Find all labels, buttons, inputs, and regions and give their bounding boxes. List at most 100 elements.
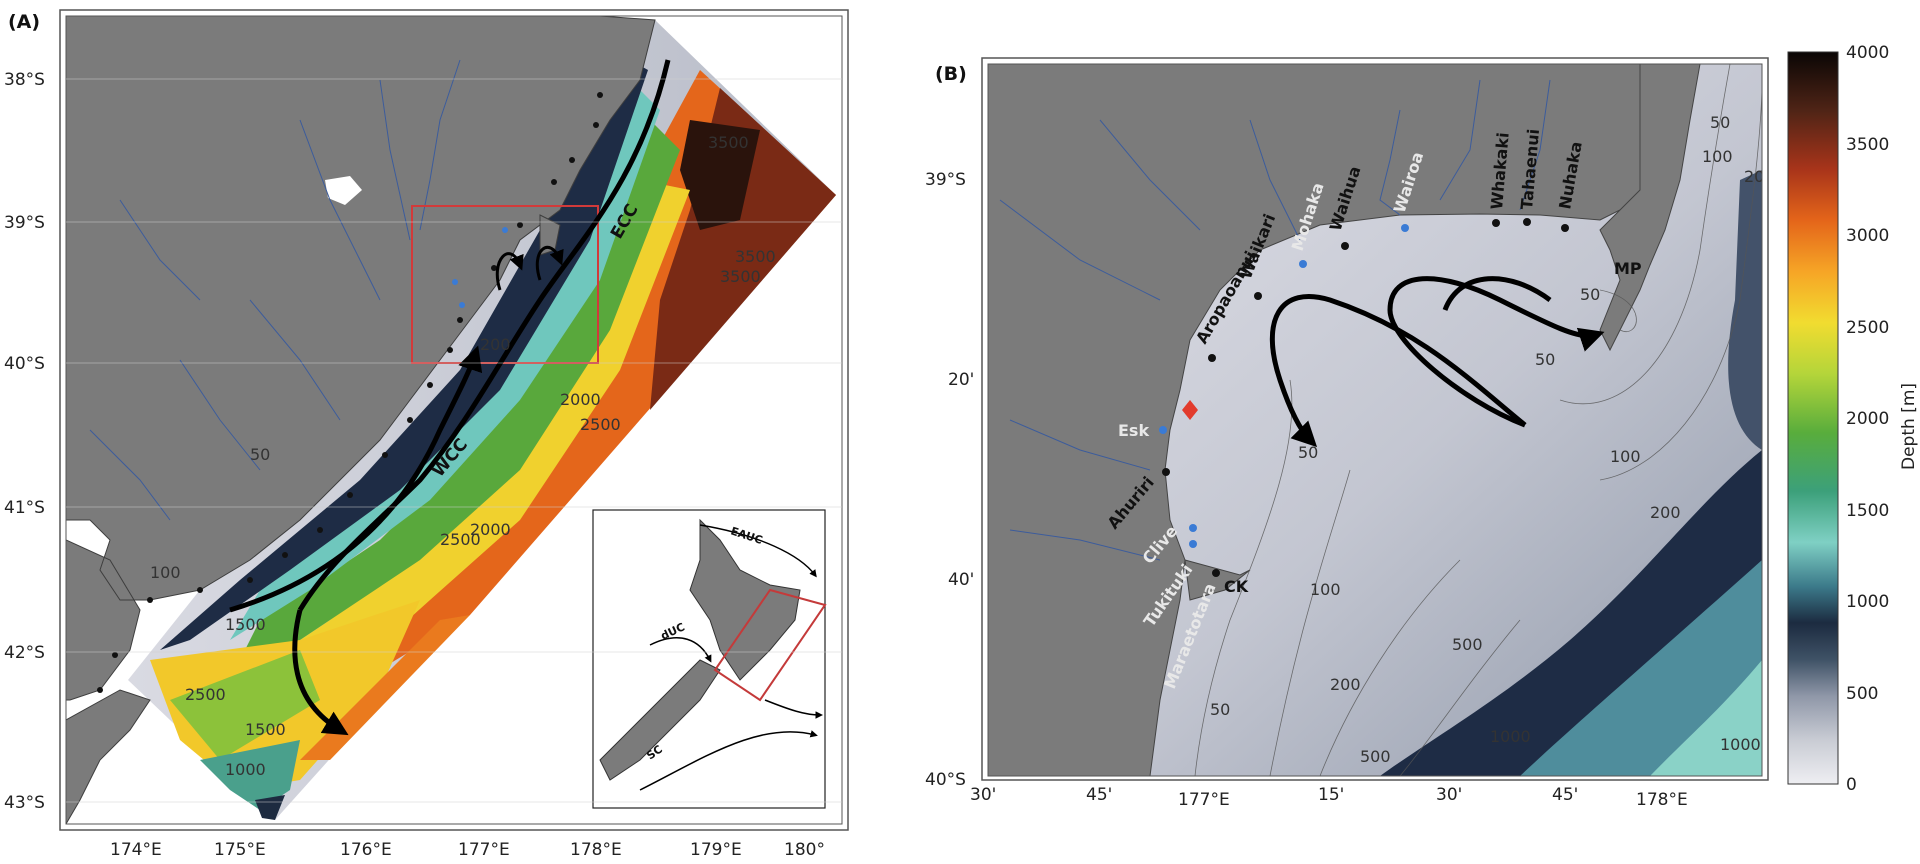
inset-study-domain — [713, 588, 827, 702]
panel-a: 3500 3500 3500 2000 2500 2500 2000 1500 … — [4, 9, 849, 860]
inset-sc-arrow — [639, 730, 818, 791]
panel-b-depth-dark-mid — [1728, 170, 1762, 450]
colorbar-tick-label: 0 — [1846, 775, 1857, 795]
panel-a-contour-label: 1500 — [225, 615, 266, 634]
lon-tick-label: 15' — [1318, 785, 1344, 805]
lon-tick-label: 178°E — [1636, 790, 1688, 810]
panel-a-contour-label: 50 — [250, 445, 270, 464]
panel-b-contour-label: 500 — [1360, 747, 1391, 766]
inset-land-south — [599, 659, 721, 781]
panel-a-contour-label: 1500 — [245, 720, 286, 739]
panel-a-contour-label: 2500 — [440, 530, 481, 549]
lat-tick-label: 42°S — [4, 643, 45, 663]
lon-tick-label: 174°E — [110, 840, 162, 860]
panel-a-wcc-arrow — [229, 345, 483, 613]
panel-a-contour-label: 3500 — [708, 133, 749, 152]
lon-tick-label: 30' — [1436, 785, 1462, 805]
lat-tick-label: 43°S — [4, 793, 45, 813]
panel-a-rivers — [89, 59, 461, 521]
lat-tick-label: 38°S — [4, 70, 45, 90]
panel-b-depth-teal — [1520, 560, 1762, 776]
colorbar-tick-label: 3000 — [1846, 226, 1889, 246]
panel-b-land-cape-kidnappers — [1184, 559, 1251, 601]
panel-a-gyre-arrow-1 — [495, 252, 524, 291]
lat-tick-label: 39°S — [925, 170, 966, 190]
lon-tick-label: 45' — [1552, 785, 1578, 805]
lat-tick-label: 40°S — [925, 770, 966, 790]
panel-a-lat-ticks: 38°S 39°S 40°S 41°S 42°S 43°S — [4, 70, 45, 813]
panel-b-depth-cyan — [1650, 660, 1762, 776]
panel-a-contour-label: 1000 — [225, 760, 266, 779]
panel-b-black-sites — [1162, 218, 1569, 577]
colorbar-tick-label: 2000 — [1846, 409, 1889, 429]
panel-a-contour-label: 3500 — [735, 247, 776, 266]
panel-b-contour-label: 100 — [1610, 447, 1641, 466]
place-ck: CK — [1224, 577, 1249, 596]
panel-a-depth-black — [680, 120, 760, 230]
panel-a-contour-label: 2500 — [580, 415, 621, 434]
panel-a-land-south-island — [66, 689, 151, 824]
panel-a-depth-cyan — [230, 90, 660, 640]
inset-east-arrow — [764, 699, 823, 719]
panel-b-contour-label: 1000 — [1490, 727, 1531, 746]
panel-a-contour-label: 200 — [480, 335, 511, 354]
panel-a-coast-sites — [97, 92, 603, 693]
panel-a-gridlines — [66, 78, 842, 803]
panel-a-gyre-arrow-2 — [535, 246, 564, 281]
panel-b-arrow-loop-3 — [1442, 276, 1552, 311]
colorbar-gradient — [1787, 51, 1839, 785]
colorbar-tick-label: 4000 — [1846, 43, 1889, 63]
lat-tick-label: 39°S — [4, 213, 45, 233]
panel-a-frame — [59, 9, 849, 831]
panel-b-contour-label: 200 — [1330, 675, 1361, 694]
panel-b-contour-label: 50 — [1210, 700, 1230, 719]
panel-b: 50 100 200 50 50 100 200 50 100 200 500 … — [925, 57, 1769, 810]
panel-b-contour-label: 200 — [1650, 503, 1681, 522]
panel-b-contours — [1194, 64, 1762, 776]
panel-a-depth-green-south — [170, 650, 320, 760]
panel-b-contour-label: 50 — [1710, 113, 1730, 132]
lon-tick-label: 45' — [1086, 785, 1112, 805]
panel-a-inset: EAUC dUC SC — [592, 509, 827, 809]
panel-b-contour-label: 500 — [1452, 635, 1483, 654]
panel-a-contour-label: 3500 — [720, 267, 761, 286]
panel-b-arrow-loop-2 — [1269, 294, 1527, 448]
panel-a-contour-label: 2000 — [560, 390, 601, 409]
panel-b-contour-label: 100 — [1310, 580, 1341, 599]
colorbar-title: Depth [m] — [1899, 383, 1919, 470]
colorbar-tick-label: 2500 — [1846, 318, 1889, 338]
lat-tick-label: 20' — [948, 370, 974, 390]
lon-tick-label: 30' — [970, 785, 996, 805]
panel-b-red-marker — [1182, 400, 1198, 420]
lat-tick-label: 40°S — [4, 354, 45, 374]
panel-b-lat-ticks: 39°S 20' 40' 40°S — [925, 170, 974, 790]
panel-a-blue-sites — [452, 227, 508, 308]
lon-tick-label: 180° — [784, 840, 825, 860]
lat-tick-label: 40' — [948, 570, 974, 590]
lon-tick-label: 177°E — [1178, 790, 1230, 810]
inset-eauc-arrow — [699, 524, 817, 578]
panel-a-contour-label: 2500 — [185, 685, 226, 704]
panel-b-tag: (B) — [935, 63, 967, 85]
place-mp: MP — [1614, 259, 1642, 278]
colorbar-tick-label: 500 — [1846, 684, 1878, 704]
lon-tick-label: 176°E — [340, 840, 392, 860]
panel-b-rivers — [999, 79, 1551, 561]
panel-a-lake — [325, 176, 362, 205]
panel-a-depth-darkred — [650, 88, 836, 410]
inset-land-north — [689, 518, 801, 681]
panel-a-contour-label: 100 — [150, 563, 181, 582]
lon-tick-label: 178°E — [570, 840, 622, 860]
colorbar-tick-label: 1500 — [1846, 501, 1889, 521]
panel-a-land-north-island — [66, 16, 656, 701]
colorbar-tick-label: 3500 — [1846, 135, 1889, 155]
place-esk: Esk — [1118, 421, 1149, 440]
panel-b-land — [988, 64, 1661, 776]
panel-b-lon-ticks: 30' 45' 177°E 15' 30' 45' 178°E — [970, 785, 1688, 810]
inset-duc-arrow — [649, 637, 712, 663]
lon-tick-label: 175°E — [214, 840, 266, 860]
panel-a-tag: (A) — [8, 11, 40, 33]
colorbar-tick-label: 1000 — [1846, 592, 1889, 612]
panel-b-blue-sites — [1159, 224, 1409, 548]
